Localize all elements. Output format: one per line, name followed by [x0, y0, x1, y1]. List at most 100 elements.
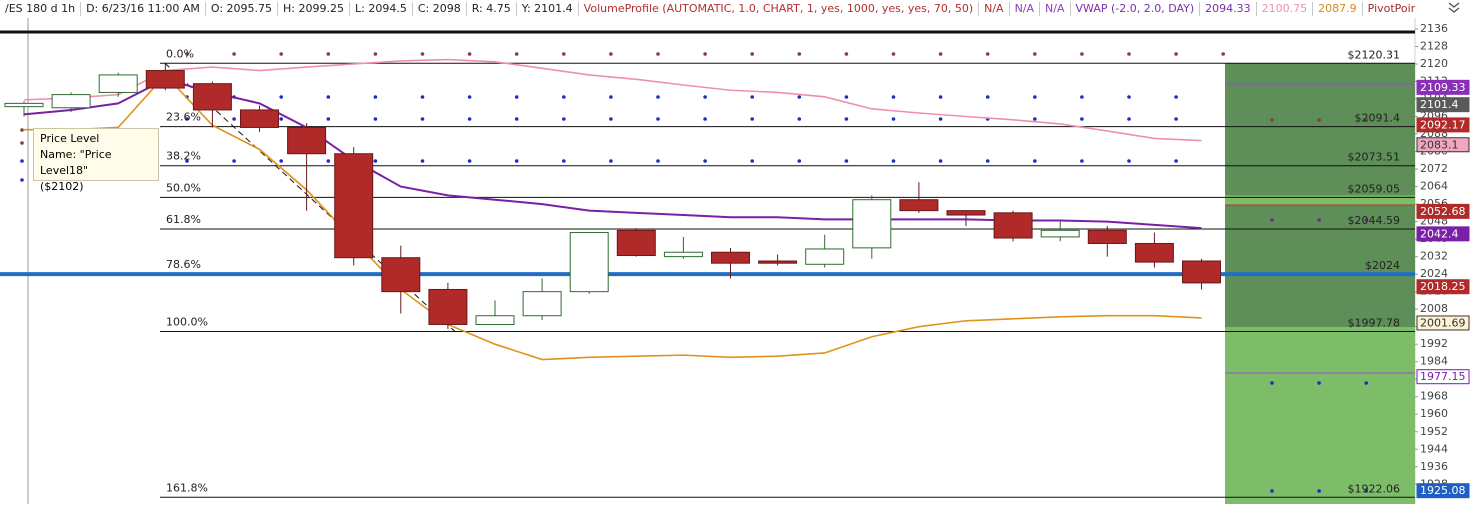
value-area [1225, 205, 1415, 327]
pivot-dot [1080, 95, 1084, 99]
pivot-dot [562, 95, 566, 99]
candle-body [522, 291, 562, 317]
pivot-dot [326, 159, 331, 163]
candle-body [4, 102, 44, 108]
candle-body [946, 210, 986, 216]
pivot-dot [420, 52, 425, 56]
fib-price: $1922.06 [1348, 482, 1401, 495]
header-item: H: 2099.25 [278, 2, 350, 16]
pivot-dot [326, 95, 331, 99]
candle-body [711, 251, 750, 264]
candle-body [1134, 242, 1174, 263]
header-item: L: 2094.5 [350, 2, 413, 16]
price-bubble-label: 2083.1 [1420, 138, 1459, 151]
price-bubble-label: 2001.69 [1420, 316, 1466, 329]
tooltip: Price Level Name: "Price Level18" ($2102… [33, 128, 159, 193]
pivot-dot [844, 117, 849, 121]
pivot-dot [1364, 218, 1368, 222]
pivot-dot [1080, 52, 1084, 56]
tooltip-title: Price Level [40, 132, 100, 145]
header-item: R: 4.75 [467, 2, 517, 16]
fib-label: 100.0% [166, 316, 208, 329]
pivot-dot [185, 117, 189, 121]
pivot-dot [938, 95, 943, 99]
price-bubble [1416, 483, 1470, 499]
pivot-dot [1080, 159, 1084, 163]
pivot-dot [1127, 95, 1131, 99]
header-item: O: 2095.75 [206, 2, 279, 16]
candle-body [663, 251, 703, 258]
pivot-dot [20, 128, 24, 132]
y-tick-label: 2128 [1420, 39, 1448, 52]
pivot-dot [1033, 159, 1037, 163]
candle-body [569, 232, 609, 293]
pivot-dot [656, 52, 660, 56]
study-line [24, 73, 1202, 361]
pivot-dot [1127, 117, 1131, 121]
pivot-dot [467, 159, 472, 163]
pivot-dot [467, 52, 472, 56]
pivot-dot [844, 52, 849, 56]
pivot-dot [1174, 117, 1178, 121]
y-tick-label: 1960 [1420, 407, 1448, 420]
price-bubble-label: 2042.4 [1420, 227, 1459, 240]
pivot-dot [985, 95, 990, 99]
candle-body [993, 212, 1033, 239]
pivot-dot [750, 117, 754, 121]
pivot-dot [326, 117, 331, 121]
fib-price: $2073.51 [1348, 151, 1401, 164]
pivot-dot [656, 95, 660, 99]
pivot-dot [750, 52, 754, 56]
pivot-dot [844, 95, 849, 99]
study-line [23, 58, 1202, 142]
pivot-dot [891, 117, 896, 121]
price-bubble-label: 2018.25 [1420, 280, 1466, 293]
pivot-dot [985, 52, 990, 56]
price-bubble [1416, 369, 1470, 385]
pivot-dot [1174, 52, 1178, 56]
candle-body [51, 94, 91, 109]
pivot-dot [232, 117, 236, 121]
header-item: VWAP (-2.0, 2.0, DAY) [1071, 2, 1201, 16]
pivot-dot [373, 95, 378, 99]
pivot-dot [609, 159, 613, 163]
pivot-dot [750, 95, 754, 99]
pivot-dot [1033, 95, 1037, 99]
pivot-dot [1317, 381, 1321, 385]
price-bubble-label: 1925.08 [1420, 484, 1466, 497]
pivot-dot [467, 117, 472, 121]
pivot-dot [1364, 118, 1368, 122]
pivot-dot [609, 117, 613, 121]
pivot-dot [703, 52, 707, 56]
collapse-icon[interactable] [1448, 2, 1460, 13]
price-bubble [1416, 97, 1470, 113]
pivot-dot [703, 117, 707, 121]
pivot-dot [609, 95, 613, 99]
pivot-dot [656, 159, 660, 163]
pivot-dot [20, 141, 24, 145]
pivot-dot [1033, 52, 1037, 56]
price-bubble [1416, 79, 1470, 95]
fib-label: 50.0% [166, 181, 201, 194]
pivot-dot [420, 95, 425, 99]
pivot-dot [373, 159, 378, 163]
y-tick-label: 2032 [1420, 250, 1448, 263]
y-tick-label: 2072 [1420, 162, 1448, 175]
pivot-dot [514, 95, 519, 99]
pivot-dot [1174, 159, 1178, 163]
header-item: 2087.9 [1313, 2, 1363, 16]
header-item: PivotPoints (no, DAY) [1363, 2, 1415, 16]
tooltip-price: ($2102) [40, 180, 84, 193]
pivot-dot [1317, 218, 1321, 222]
pivot-dot [1174, 95, 1178, 99]
fib-label: 161.8% [166, 481, 208, 494]
pivot-dot [891, 52, 896, 56]
pivot-dot [232, 159, 236, 163]
y-tick-label: 1952 [1420, 425, 1448, 438]
price-bubble [1416, 137, 1470, 153]
pivot-dot [279, 95, 284, 99]
price-bubble [1416, 226, 1470, 242]
pivot-dot [562, 52, 566, 56]
